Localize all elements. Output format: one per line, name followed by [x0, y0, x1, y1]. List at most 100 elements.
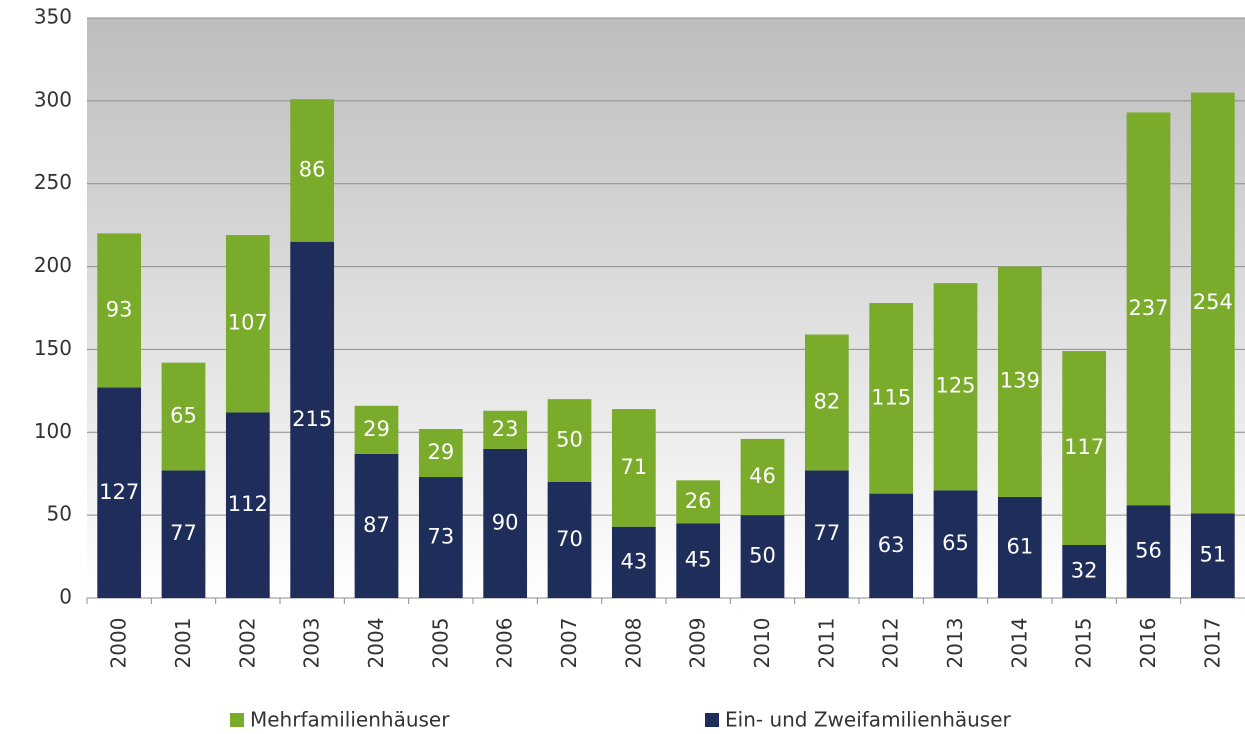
value-label: 107	[228, 311, 268, 335]
bar-segment	[740, 515, 785, 598]
value-label: 65	[942, 531, 969, 555]
value-label: 215	[292, 407, 332, 431]
bar-segment	[676, 523, 721, 598]
bar-segment	[483, 448, 528, 598]
value-label: 82	[813, 389, 840, 413]
bar-segment	[161, 470, 206, 598]
bar-segment	[740, 438, 785, 516]
bar-segment	[1062, 351, 1107, 545]
legend-swatch	[705, 713, 719, 727]
legend-label: Ein- und Zweifamilienhäuser	[725, 708, 1012, 732]
value-label: 71	[620, 455, 647, 479]
bar-segment	[97, 387, 142, 598]
bar-segment	[804, 470, 849, 598]
bar-segment	[997, 496, 1042, 598]
value-label: 117	[1064, 435, 1104, 459]
x-tick-label: 2008	[621, 618, 645, 669]
x-tick-label: 2007	[557, 618, 581, 669]
bar-segment	[161, 362, 206, 471]
x-tick-label: 2001	[171, 618, 195, 669]
value-label: 127	[99, 480, 139, 504]
bar-segment	[354, 405, 399, 454]
bar-segment	[1062, 544, 1107, 598]
y-tick-label: 150	[34, 336, 72, 360]
bar-segment	[869, 493, 914, 598]
bar-segment	[1126, 112, 1171, 506]
bar-segment	[997, 266, 1042, 497]
bar-segment	[354, 453, 399, 598]
value-label: 90	[492, 510, 519, 534]
value-label: 43	[620, 549, 647, 573]
bar-segment	[611, 526, 656, 598]
value-label: 61	[1006, 534, 1033, 558]
value-label: 73	[427, 525, 454, 549]
x-tick-label: 2004	[364, 618, 388, 669]
bar-segment	[97, 233, 142, 388]
value-label: 237	[1128, 296, 1168, 320]
x-tick-label: 2006	[493, 618, 517, 669]
bar-segment	[290, 99, 335, 242]
bar-segment	[869, 303, 914, 494]
value-label: 50	[556, 428, 583, 452]
value-label: 45	[685, 548, 712, 572]
y-tick-label: 50	[47, 502, 72, 526]
value-label: 77	[813, 521, 840, 545]
bar-segment	[933, 283, 978, 491]
y-tick-label: 300	[34, 87, 72, 111]
bar-segment	[418, 477, 463, 598]
bar-segment	[611, 409, 656, 527]
bar-segment	[290, 241, 335, 598]
bar-segment	[547, 399, 592, 482]
legend-swatch	[230, 713, 244, 727]
value-label: 125	[935, 374, 975, 398]
bar-segment	[804, 334, 849, 471]
bar-segment	[1190, 513, 1235, 598]
bar-segment	[225, 235, 270, 413]
value-label: 50	[749, 544, 776, 568]
value-label: 139	[1000, 369, 1040, 393]
value-label: 93	[106, 297, 133, 321]
value-label: 51	[1199, 543, 1226, 567]
bar-segment	[1126, 505, 1171, 598]
x-tick-label: 2000	[107, 618, 131, 669]
value-label: 254	[1193, 290, 1233, 314]
bar-segment	[676, 480, 721, 524]
bar-segment	[1190, 92, 1235, 514]
x-tick-label: 2002	[235, 618, 259, 669]
y-tick-label: 350	[34, 5, 72, 29]
y-tick-label: 100	[34, 419, 72, 443]
value-label: 46	[749, 464, 776, 488]
x-tick-label: 2005	[428, 618, 452, 669]
x-tick-label: 2016	[1136, 618, 1160, 669]
x-tick-label: 2014	[1007, 618, 1031, 669]
legend-label: Mehrfamilienhäuser	[250, 708, 450, 732]
value-label: 32	[1071, 558, 1098, 582]
bar-segment	[933, 490, 978, 598]
x-tick-label: 2003	[300, 618, 324, 669]
value-label: 77	[170, 521, 197, 545]
value-label: 70	[556, 527, 583, 551]
value-label: 87	[363, 513, 390, 537]
value-label: 112	[228, 492, 268, 516]
value-label: 86	[299, 157, 326, 181]
bar-segment	[418, 428, 463, 478]
x-tick-label: 2011	[814, 618, 838, 669]
y-tick-label: 250	[34, 170, 72, 194]
value-label: 26	[685, 489, 712, 513]
value-label: 29	[363, 417, 390, 441]
value-label: 29	[427, 440, 454, 464]
value-label: 65	[170, 404, 197, 428]
value-label: 56	[1135, 539, 1162, 563]
x-tick-label: 2010	[750, 618, 774, 669]
x-tick-label: 2012	[879, 618, 903, 669]
bar-segment	[483, 410, 528, 449]
plot-background	[87, 18, 1245, 598]
bar-segment	[547, 482, 592, 598]
bar-segment	[225, 412, 270, 598]
x-tick-label: 2009	[686, 618, 710, 669]
value-label: 115	[871, 385, 911, 409]
value-label: 23	[492, 417, 519, 441]
x-tick-label: 2017	[1200, 618, 1224, 669]
y-tick-label: 200	[34, 253, 72, 277]
